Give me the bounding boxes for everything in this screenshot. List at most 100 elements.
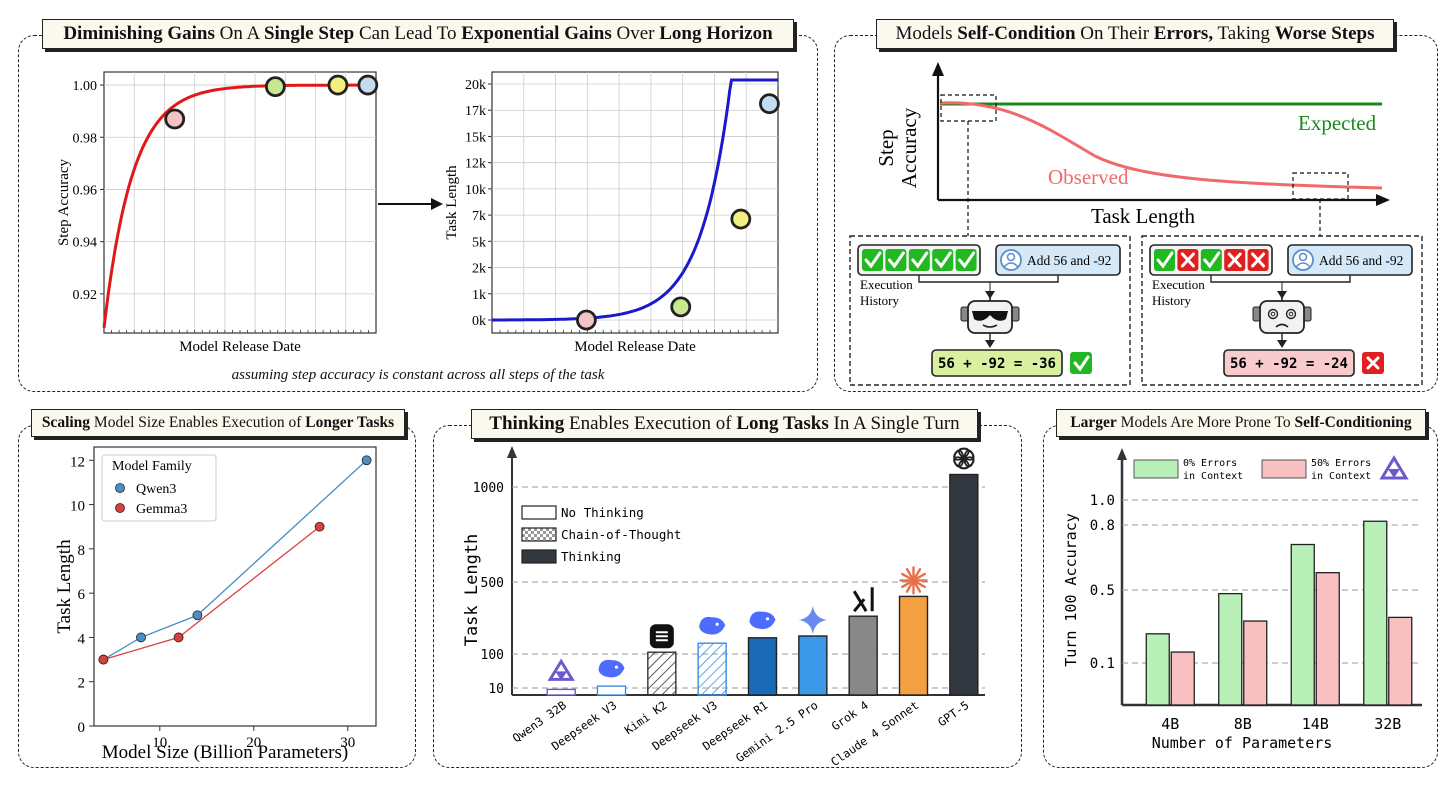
example-frame [849,235,1131,386]
xlabel: Model Size (Billion Parameters) [102,742,348,763]
ytick-label: 2k [472,262,486,277]
title-part: Self-Conditioning [1294,414,1412,431]
legend-label: in Context [1311,471,1371,482]
bar [1218,593,1243,706]
legend-marker [115,503,125,513]
deepseek-icon [749,611,776,630]
y-axis-arrow-icon [1117,448,1127,460]
task-length-chart: 0k 1k 2k 5k 7k 10k 12k 15k 17k 20k Model Release D… [444,71,780,355]
bar [898,595,929,696]
data-point [759,93,780,115]
title-part: Exponential Gains [461,23,612,44]
check-icon [1203,251,1221,269]
data-point-qwen3 [136,632,146,643]
ytick-label: 10k [465,183,486,198]
data-point-gemma3 [314,521,325,532]
title-part: Model Size Enables Execution of [90,414,306,431]
title-part: Errors, [1153,23,1214,44]
robot-mouth [1275,323,1289,328]
data-point [164,108,186,130]
sunglasses-icon [972,311,1008,321]
robot-mouth [982,324,998,328]
check-icon [887,251,905,269]
xtick-label: 14B [1302,715,1329,733]
legend-swatch [521,505,557,520]
title-part: Self-Condition [957,23,1076,44]
ytick-label: 17k [465,104,486,119]
bar [647,651,677,696]
ylabel: Turn 100 Accuracy [1062,513,1080,667]
title-part: Single Step [263,23,355,44]
user-icon [1298,252,1308,262]
data-point-gemma3 [98,654,109,665]
bar [596,685,627,696]
title-part: Models [895,23,958,44]
qwen-icon [1388,469,1400,478]
panel-title-larger-models: Larger Models Are More Prone To Self-Con… [1056,409,1426,437]
title-part: Can Lead To [354,23,462,44]
ytick-label: 20k [465,78,486,93]
observed-series-line [939,101,1383,190]
kimi-icon [655,631,668,642]
title-part: Long Tasks [736,413,829,434]
ytick-label: 1.00 [73,79,98,94]
arrow-icon [1277,291,1287,299]
title-part: On A [214,23,264,44]
xtick-label: 20 [246,735,261,751]
panel-title-diminishing-gains: Diminishing Gains On A Single Step Can L… [42,19,794,49]
history-label: Execution [860,277,913,292]
answer-box [931,349,1063,377]
ytick-label: 500 [481,576,504,591]
plot-frame [103,71,377,334]
ytick-label: 1.0 [1090,493,1115,509]
deepseek-icon [765,617,770,621]
bar [949,473,979,696]
ytick-label: 100 [481,648,504,663]
legend-swatch [521,549,557,564]
concept-x-arrow-icon [1376,194,1390,206]
xtick-label: 8B [1234,715,1252,733]
qwen-icon [555,671,568,681]
legend-label: Chain-of-Thought [561,527,681,542]
data-point [327,74,349,96]
cross-icon [1227,252,1242,268]
bar [848,615,878,696]
answer-text: 56 + -92 = -24 [1230,356,1348,372]
gemini-icon [798,606,827,634]
xtick-label: 30 [340,735,355,751]
bar [697,642,727,696]
legend-label: No Thinking [561,505,644,520]
ylabel: Task Length [54,539,75,634]
data-point [575,309,597,331]
title-part: Diminishing Gains [63,23,215,44]
title-part: Taking [1213,23,1275,44]
dizzy-eye-icon [1285,308,1297,320]
bar [1243,620,1268,706]
title-part: Enables Execution of [564,413,737,434]
legend-swatch [521,527,557,542]
legend-label: Qwen3 [136,482,176,497]
history-label: History [1152,293,1192,308]
deepseek-icon [699,616,726,635]
bar [1145,633,1170,706]
example-frame [1141,235,1423,386]
ytick-label: 12 [70,454,85,470]
cross-icon [1180,252,1195,268]
deepseek-icon [598,659,625,678]
bar [1388,616,1413,706]
ytick-label: 4 [78,631,86,647]
legend-label: Thinking [561,549,621,564]
ytick-label: 7k [472,209,486,224]
xtick-label: 4B [1161,715,1179,733]
check-icon [934,251,952,269]
data-point [264,76,286,98]
user-icon [1295,262,1311,268]
data-point [730,208,752,230]
answer-text: 56 + -92 = -36 [938,356,1056,372]
title-part: In A Single Turn [828,413,960,434]
ytick-label: 0.92 [73,288,98,303]
